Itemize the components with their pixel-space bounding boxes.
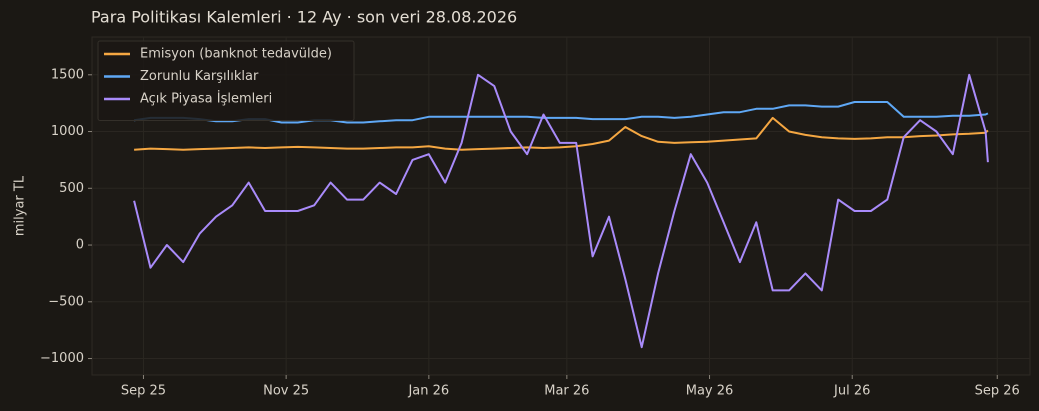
line-series [134,116,989,151]
x-tick-label: Mar 26 [544,384,589,399]
y-tick-label: 1000 [51,124,84,139]
y-tick-label: 500 [59,181,84,196]
x-tick-label: Nov 25 [263,384,309,399]
line-series [133,73,989,349]
x-tick-label: May 26 [686,384,734,399]
legend-label: Açık Piyasa İşlemleri [140,91,272,107]
x-tick-label: Jan 26 [407,384,449,399]
line-series [133,101,989,124]
y-axis-label: milyar TL [13,175,28,236]
legend-label: Zorunlu Karşılıklar [140,69,259,84]
y-tick-label: −1000 [40,351,84,366]
y-tick-label: 0 [76,238,84,253]
legend-label: Emisyon (banknot tedavülde) [140,47,332,62]
x-tick-label: Sep 26 [975,384,1020,399]
legend-box [97,40,355,121]
y-tick-label: 1500 [51,67,84,82]
x-tick-label: Sep 25 [121,384,166,399]
y-tick-label: −500 [48,294,84,309]
x-tick-label: Jul 26 [833,384,870,399]
chart-title: Para Politikası Kalemleri · 12 Ay · son … [91,8,517,27]
